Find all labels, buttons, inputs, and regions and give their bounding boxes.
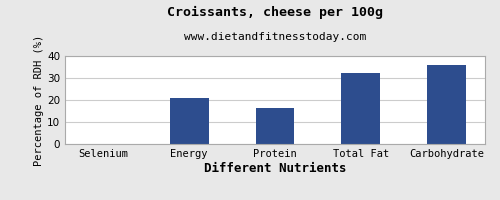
Bar	[170, 98, 208, 144]
X-axis label: Different Nutrients: Different Nutrients	[204, 162, 346, 175]
Bar	[342, 72, 380, 144]
Bar	[428, 65, 466, 144]
Text: Croissants, cheese per 100g: Croissants, cheese per 100g	[167, 6, 383, 19]
Y-axis label: Percentage of RDH (%): Percentage of RDH (%)	[34, 34, 44, 166]
Bar	[256, 108, 294, 144]
Text: www.dietandfitnesstoday.com: www.dietandfitnesstoday.com	[184, 32, 366, 42]
